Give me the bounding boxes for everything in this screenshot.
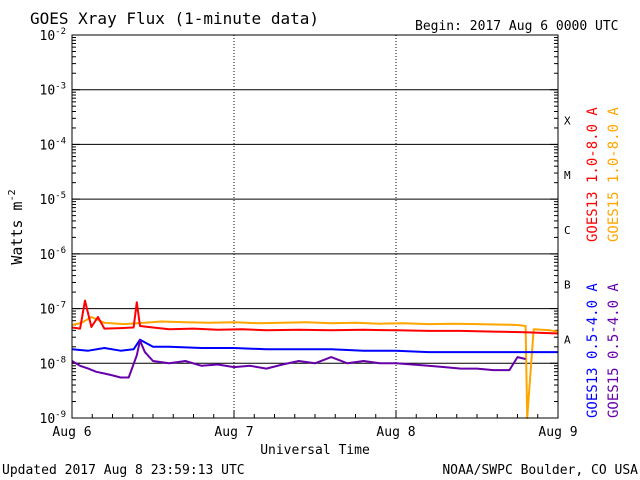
x-tick-label: Aug 7 [214, 425, 253, 440]
y-tick-base: 10 [40, 84, 56, 99]
y-tick-base: 10 [40, 412, 56, 427]
x-tick-label: Aug 6 [52, 425, 91, 440]
flare-class-label: A [564, 333, 571, 346]
legend-entry: GOES13 1.0-8.0 A [585, 107, 601, 242]
legend-entry: GOES15 1.0-8.0 A [606, 107, 622, 242]
y-tick-base: 10 [40, 303, 56, 318]
y-tick-exponent: -2 [55, 27, 66, 37]
y-axis-label: Watts m-2 [7, 189, 26, 264]
series-line [71, 299, 559, 335]
flare-class-label: C [564, 224, 571, 237]
y-tick-exponent: -7 [55, 301, 66, 311]
series-line [71, 339, 526, 379]
y-tick-base: 10 [40, 193, 56, 208]
y-tick-exponent: -5 [55, 191, 66, 201]
y-tick-label: 10-6 [40, 246, 67, 263]
series-line [71, 316, 559, 419]
y-tick-exponent: -9 [55, 410, 66, 420]
y-tick-exponent: -4 [55, 136, 66, 146]
plot-frame [71, 34, 559, 419]
axis-ticks [71, 34, 559, 419]
y-tick-label: 10-7 [40, 301, 67, 318]
y-tick-label: 10-9 [40, 410, 67, 427]
y-tick-label: 10-4 [40, 136, 67, 153]
y-tick-label: 10-3 [40, 82, 67, 99]
y-tick-exponent: -3 [55, 82, 66, 92]
begin-time: Begin: 2017 Aug 6 0000 UTC [415, 19, 619, 34]
legend-entry: GOES15 0.5-4.0 A [606, 283, 622, 418]
legend-entry: GOES13 0.5-4.0 A [585, 283, 601, 418]
y-tick-base: 10 [40, 138, 56, 153]
legend: GOES13 1.0-8.0 A GOES15 1.0-8.0 A GOES13 0… [585, 107, 622, 418]
x-tick-label: Aug 8 [376, 425, 415, 440]
updated-timestamp: Updated 2017 Aug 8 23:59:13 UTC [2, 463, 245, 478]
y-tick-labels: 10-910-810-710-610-510-410-310-2 [40, 27, 67, 427]
flare-class-label: B [564, 279, 571, 292]
y-tick-base: 10 [40, 29, 56, 44]
series-lines [71, 299, 559, 419]
y-tick-label: 10-5 [40, 191, 67, 208]
y-tick-exponent: -8 [55, 355, 66, 365]
x-tick-labels: Aug 6 Aug 7 Aug 8 Aug 9 [52, 425, 577, 440]
y-tick-label: 10-8 [40, 355, 67, 372]
y-tick-exponent: -6 [55, 246, 66, 256]
gridlines [72, 35, 558, 418]
y-tick-base: 10 [40, 357, 56, 372]
flare-class-labels: A B C M X [564, 114, 571, 346]
flare-class-label: M [564, 169, 571, 182]
credit-text: NOAA/SWPC Boulder, CO USA [442, 463, 638, 478]
y-tick-label: 10-2 [40, 27, 67, 44]
series-line [71, 338, 558, 354]
flare-class-label: X [564, 114, 571, 127]
y-axis-label-exponent: -2 [7, 189, 18, 201]
y-axis-label-text: Watts m [8, 201, 26, 264]
x-tick-label: Aug 9 [538, 425, 577, 440]
y-tick-base: 10 [40, 248, 56, 263]
chart-title: GOES Xray Flux (1-minute data) [30, 9, 319, 28]
x-axis-label: Universal Time [260, 443, 370, 458]
